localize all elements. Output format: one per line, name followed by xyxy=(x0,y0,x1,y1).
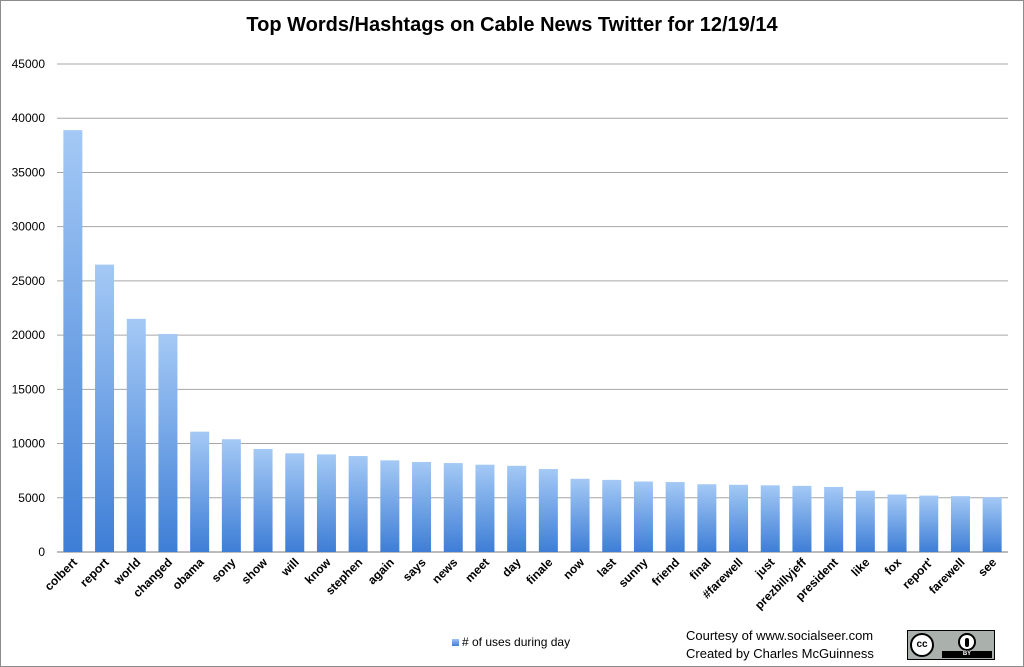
bar-just xyxy=(760,485,780,552)
bar-again xyxy=(380,460,400,552)
x-tick-label: finale xyxy=(523,555,555,587)
x-tick-label: sony xyxy=(209,555,239,585)
bar-show xyxy=(253,448,273,552)
bar-finale xyxy=(538,469,558,552)
bar-day xyxy=(507,465,527,552)
bar-like xyxy=(855,490,875,552)
x-tick-label: just xyxy=(752,555,778,581)
bar-fox xyxy=(887,494,907,552)
cc-icon: cc xyxy=(910,633,934,657)
legend: # of uses during day xyxy=(452,635,570,649)
x-tick-label: farewell xyxy=(926,555,968,597)
bar-last xyxy=(602,479,622,552)
credit-website: Courtesy of www.socialseer.com xyxy=(686,628,874,643)
y-tick-label: 5000 xyxy=(18,491,45,505)
bar-news xyxy=(443,463,463,552)
bars xyxy=(63,130,1002,552)
x-tick-label: will xyxy=(278,555,302,579)
credit-author: Created by Charles McGuinness xyxy=(686,646,874,661)
bar-sunny xyxy=(633,481,653,552)
creative-commons-badge: cc BY xyxy=(907,630,995,660)
x-tick-label: meet xyxy=(462,555,492,585)
y-tick-label: 0 xyxy=(38,545,45,559)
x-tick-label: see xyxy=(975,555,999,579)
y-tick-label: 20000 xyxy=(12,328,46,342)
bar-report xyxy=(919,495,939,552)
x-tick-label: now xyxy=(560,555,587,582)
attribution-person-icon xyxy=(958,633,976,651)
bar-see xyxy=(982,497,1002,552)
x-tick-label: last xyxy=(594,555,619,580)
x-tick-label: day xyxy=(499,555,524,580)
bar-report xyxy=(95,264,115,552)
bar-obama xyxy=(190,431,210,552)
bar-prezbillyjeff xyxy=(792,485,812,552)
y-tick-label: 40000 xyxy=(12,111,46,125)
bar-now xyxy=(570,478,590,552)
bar-will xyxy=(285,453,305,552)
x-tick-label: says xyxy=(400,555,429,584)
by-label: BY xyxy=(942,651,992,658)
x-tick-label: friend xyxy=(649,555,682,588)
x-tick-label: again xyxy=(365,555,397,587)
gridlines xyxy=(57,63,1008,553)
bar-president xyxy=(824,486,844,552)
x-tick-label: final xyxy=(687,555,714,582)
bar-meet xyxy=(475,464,495,552)
y-axis-ticks: 0 5000 10000 15000 20000 25000 30000 35000 40000… xyxy=(12,57,46,559)
bar-colbert xyxy=(63,130,83,552)
bar-farewell xyxy=(729,484,749,552)
bar-stephen xyxy=(348,456,368,552)
y-tick-label: 25000 xyxy=(12,274,46,288)
x-tick-label: obama xyxy=(170,555,207,592)
y-tick-label: 15000 xyxy=(12,382,46,396)
x-tick-label: report xyxy=(77,555,111,589)
bar-farewell xyxy=(950,496,970,552)
x-tick-label: sunny xyxy=(616,555,651,590)
x-tick-label: show xyxy=(239,555,271,587)
x-tick-label: like xyxy=(848,555,872,579)
y-tick-label: 35000 xyxy=(12,165,46,179)
bar-sony xyxy=(221,439,241,552)
x-tick-label: news xyxy=(429,555,460,586)
y-tick-label: 30000 xyxy=(12,220,46,234)
chart-title: Top Words/Hashtags on Cable News Twitter… xyxy=(246,14,778,36)
bar-final xyxy=(697,484,717,552)
bar-know xyxy=(316,454,336,552)
bar-changed xyxy=(158,334,178,552)
bar-world xyxy=(126,318,146,552)
y-tick-label: 45000 xyxy=(12,57,46,71)
legend-label: # of uses during day xyxy=(462,635,571,649)
legend-swatch xyxy=(452,638,459,646)
x-tick-label: fox xyxy=(882,555,905,578)
x-tick-label: colbert xyxy=(42,555,80,593)
bar-friend xyxy=(665,482,685,552)
y-tick-label: 10000 xyxy=(12,437,46,451)
bar-says xyxy=(412,461,432,552)
